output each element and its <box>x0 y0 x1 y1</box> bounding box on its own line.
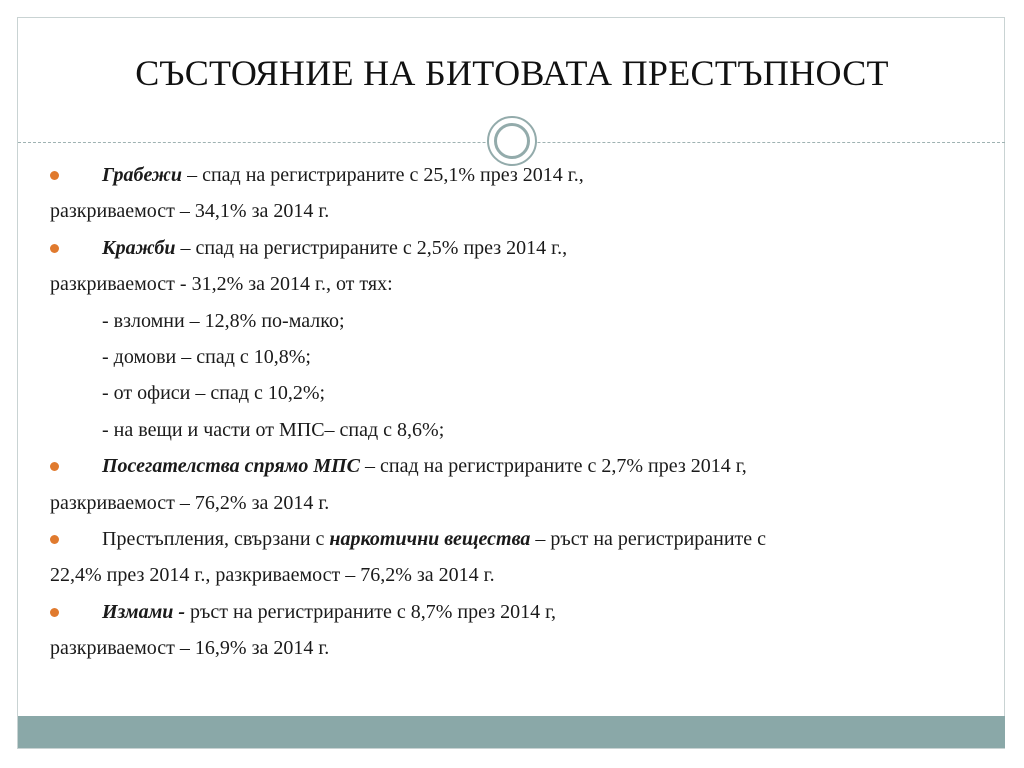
item-text: – спад на регистрираните с 25,1% през 20… <box>182 164 584 186</box>
decorative-ring-inner <box>494 123 530 159</box>
item-continuation: разкриваемост – 34,1% за 2014 г. <box>50 200 330 223</box>
slide-frame <box>17 17 1005 749</box>
item-continuation: 22,4% през 2014 г., разкриваемост – 76,2… <box>50 564 495 587</box>
term-theft: Кражби <box>102 236 176 259</box>
sub-item-office: - от офиси – спад с 10,2%; <box>102 382 326 405</box>
list-item-theft: Кражби – спад на регистрираните с 2,5% п… <box>50 230 990 266</box>
list-item-robbery: Грабежи – спад на регистрираните с 25,1%… <box>50 157 990 193</box>
bullet-icon <box>50 462 59 472</box>
bullet-icon <box>50 243 59 253</box>
item-text: – ръст на регистрираните с <box>530 527 767 550</box>
list-item-drugs: Престъпления, свързани с наркотични веще… <box>50 521 990 557</box>
bullet-icon <box>50 534 59 544</box>
term-fraud: Измами - <box>102 600 186 623</box>
sub-item-home: - домови – спад с 10,8%; <box>102 345 311 368</box>
bullet-icon <box>50 171 59 180</box>
item-prefix: Престъпления, свързани с <box>102 527 330 550</box>
term-vehicle-crimes: Посегателства спрямо МПС <box>102 455 361 478</box>
term-drugs: наркотични вещества <box>329 527 531 550</box>
item-continuation: разкриваемост - 31,2% за 2014 г., от тях… <box>50 273 393 296</box>
sub-item-burglary: - взломни – 12,8% по-малко; <box>102 309 345 332</box>
item-continuation: разкриваемост – 76,2% за 2014 г. <box>50 491 330 514</box>
sub-item-vehicle-parts: - на вещи и части от МПС– спад с 8,6%; <box>102 418 445 441</box>
footer-bar <box>18 716 1005 748</box>
bullet-icon <box>50 607 59 617</box>
slide-title: СЪСТОЯНИЕ НА БИТОВАТА ПРЕСТЪПНОСТ <box>135 53 889 93</box>
list-item-vehicle-crimes: Посегателства спрямо МПС – спад на регис… <box>50 448 990 484</box>
item-text: ръст на регистрираните с 8,7% през 2014 … <box>185 600 557 623</box>
item-text: – спад на регистрираните с 2,7% през 201… <box>360 455 747 478</box>
item-continuation: разкриваемост – 16,9% за 2014 г. <box>50 637 330 660</box>
term-robbery: Грабежи <box>102 164 183 186</box>
slide-body: Грабежи – спад на регистрираните с 25,1%… <box>50 157 990 666</box>
decorative-ring-icon <box>487 116 537 166</box>
item-text: – спад на регистрираните с 2,5% през 201… <box>175 236 568 259</box>
list-item-fraud: Измами - ръст на регистрираните с 8,7% п… <box>50 594 990 630</box>
